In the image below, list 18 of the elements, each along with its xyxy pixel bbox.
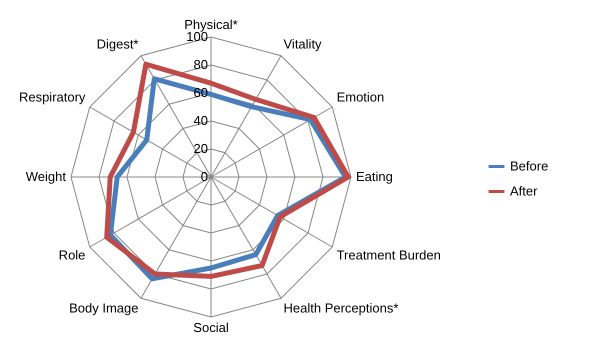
- spoke-label: Weight: [26, 169, 66, 184]
- spoke-label: Vitality: [284, 36, 322, 52]
- y-tick-label: 80: [194, 57, 208, 72]
- y-tick-label: 0: [200, 169, 208, 184]
- spoke-label: Physical*: [184, 17, 238, 32]
- legend-label: Before: [510, 158, 548, 174]
- y-tick-label: 20: [194, 141, 208, 156]
- spoke-label: Health Perceptions*: [284, 300, 398, 316]
- spoke-label: Eating: [356, 169, 393, 184]
- spoke-label: Treatment Burden: [336, 248, 441, 262]
- spoke-label: Emotion: [336, 90, 384, 104]
- spoke-label: Social: [193, 320, 229, 335]
- spoke-label: Respiratory: [18, 90, 86, 104]
- spoke-label: Body Image: [69, 300, 138, 316]
- spoke-label: Role: [58, 248, 86, 262]
- spoke-label: Digest*: [96, 36, 138, 52]
- legend-label: After: [510, 184, 538, 198]
- y-tick-label: 40: [194, 113, 208, 128]
